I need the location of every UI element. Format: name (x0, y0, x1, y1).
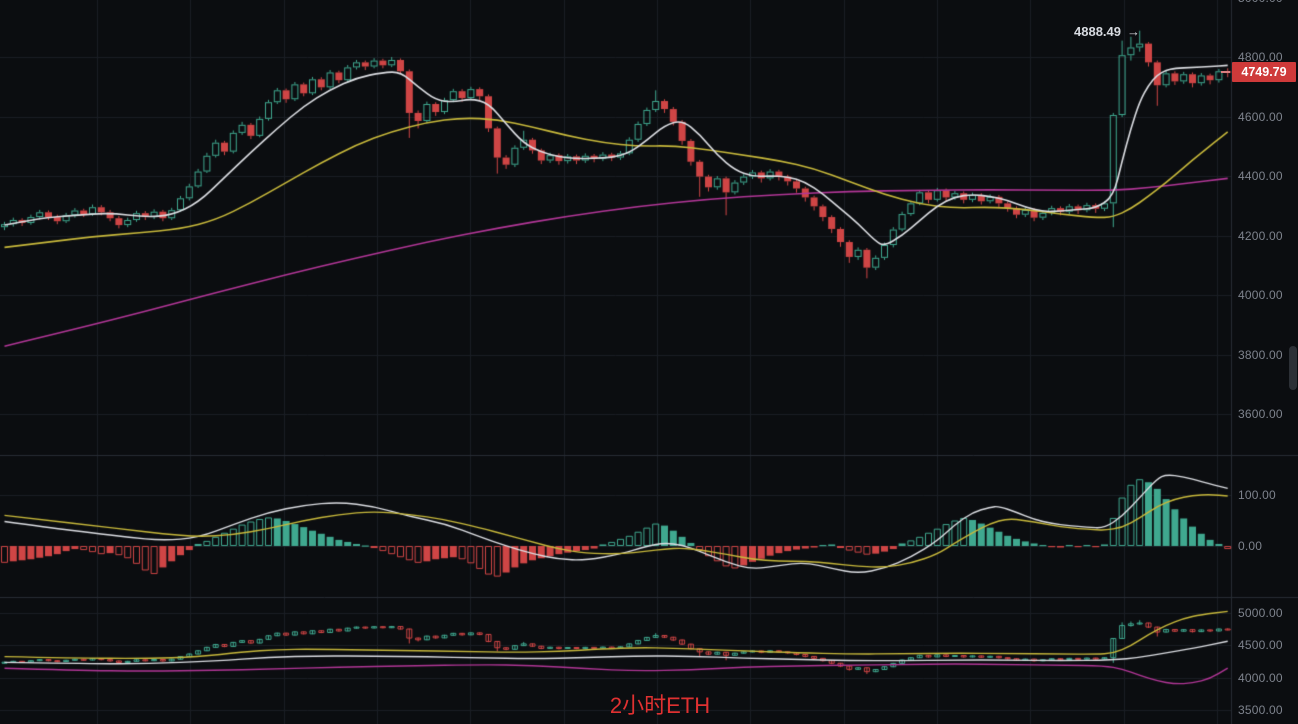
price-axis-label: 100.00 (1238, 488, 1276, 502)
price-axis-label: 5000.00 (1238, 0, 1283, 5)
price-axis-label: 4400.00 (1238, 169, 1283, 183)
price-axis-label: 4000.00 (1238, 670, 1283, 685)
high-price-value: 4888.49 (1074, 24, 1121, 39)
price-axis-label: 3600.00 (1238, 407, 1283, 421)
last-price-badge: 4749.79 (1232, 62, 1296, 82)
timeframe-symbol-label: 2小时ETH (609, 693, 711, 718)
price-axis-label: 5000.00 (1238, 606, 1283, 620)
price-axis-label: 3800.00 (1238, 347, 1283, 362)
last-price-tick (1221, 71, 1230, 73)
price-axis-label: 4600.00 (1238, 109, 1283, 124)
price-axis-label: 4200.00 (1238, 228, 1283, 243)
scrollbar-thumb[interactable] (1289, 346, 1297, 390)
price-axis-label: 3500.00 (1238, 702, 1283, 717)
price-axis-label: 4800.00 (1238, 50, 1283, 64)
arrow-right-icon: → (1127, 24, 1140, 39)
price-axis-label: 4000.00 (1238, 288, 1283, 302)
high-price-label: 4888.49 → (1074, 24, 1140, 39)
price-axis-label: 0.00 (1238, 539, 1263, 553)
price-axis-label: 4500.00 (1238, 638, 1283, 653)
